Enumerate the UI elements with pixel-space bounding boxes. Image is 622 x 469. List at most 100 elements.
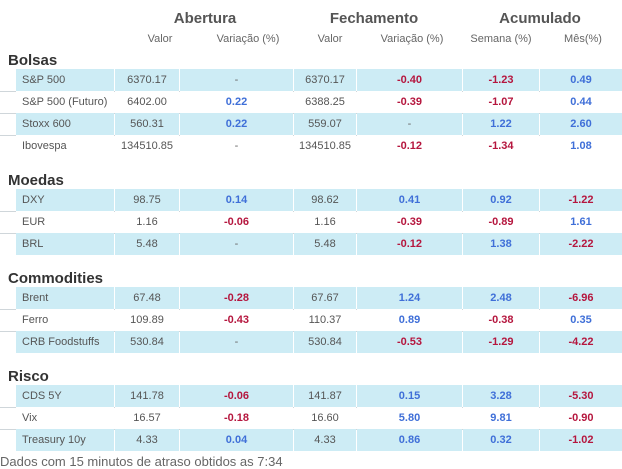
cell-fechamento-valor: 141.87 [294,385,356,407]
cell-semana: 2.48 [463,287,539,309]
col-fechamento-variacao: Variação (%) [380,33,444,45]
table-row: Treasury 10y 4.33 0.04 4.33 0.86 0.32 -1.02 [0,429,622,451]
cell-fechamento-valor: 559.07 [294,113,356,135]
cell-abertura-variacao: -0.43 [180,309,293,331]
cell-abertura-variacao: -0.06 [180,211,293,233]
table-row: Ibovespa 134510.85-134510.85 -0.12 -1.34 1.0… [0,135,622,157]
cell-abertura-valor: 560.31 [115,113,179,135]
table-row: Ferro 109.89 -0.43 110.37 0.89 -0.38 0.35 [0,309,622,332]
cell-abertura-valor: 67.48 [115,287,179,309]
cell-semana: -1.07 [463,91,539,113]
cell-fechamento-variacao: -0.53 [357,331,462,353]
cell-semana: -0.38 [463,309,539,331]
cell-abertura-valor: 6402.00 [115,91,179,113]
cell-instrument: Stoxx 600 [16,113,114,135]
cell-fechamento-valor: 4.33 [294,429,356,451]
cell-semana: -1.29 [463,331,539,353]
cell-abertura-variacao: 0.22 [180,91,293,113]
cell-fechamento-variacao: 0.89 [357,309,462,331]
table-row: Brent 67.48 -0.28 67.67 1.24 2.48 -6.96 [0,287,622,310]
cell-mes: 0.49 [540,69,622,91]
section-title: Risco [8,368,49,385]
cell-fechamento-valor: 530.84 [294,331,356,353]
cell-fechamento-variacao: 0.41 [357,189,462,211]
cell-abertura-variacao: 0.14 [180,189,293,211]
cell-fechamento-variacao: -0.40 [357,69,462,91]
cell-abertura-valor: 6370.17 [115,69,179,91]
cell-semana: 0.92 [463,189,539,211]
cell-abertura-variacao: - [180,233,293,255]
cell-mes: 0.35 [540,309,622,331]
cell-mes: -1.02 [540,429,622,451]
cell-fechamento-variacao: - [357,113,462,135]
cell-fechamento-valor: 5.48 [294,233,356,255]
cell-fechamento-variacao: -0.39 [357,91,462,113]
col-semana: Semana (%) [470,33,532,45]
cell-semana: 3.28 [463,385,539,407]
cell-fechamento-variacao: 1.24 [357,287,462,309]
cell-abertura-valor: 134510.85 [115,135,179,157]
table-row: CRB Foodstuffs 530.84-530.84 -0.53 -1.29 -4.… [0,331,622,353]
cell-mes: -1.22 [540,189,622,211]
cell-mes: 1.08 [540,135,622,157]
cell-instrument: Vix [16,407,114,429]
cell-semana: 0.32 [463,429,539,451]
cell-instrument: DXY [16,189,114,211]
cell-abertura-variacao: -0.18 [180,407,293,429]
cell-mes: 2.60 [540,113,622,135]
col-fechamento-valor: Valor [317,33,343,45]
section-title: Bolsas [8,52,58,69]
cell-fechamento-valor: 134510.85 [294,135,356,157]
cell-fechamento-valor: 6370.17 [294,69,356,91]
section-title: Moedas [8,172,64,189]
cell-instrument: Treasury 10y [16,429,114,451]
cell-instrument: S&P 500 [16,69,114,91]
cell-fechamento-valor: 16.60 [294,407,356,429]
cell-semana: 1.38 [463,233,539,255]
section-title: Commodities [8,270,104,287]
cell-fechamento-variacao: 0.15 [357,385,462,407]
cell-fechamento-variacao: -0.39 [357,211,462,233]
cell-fechamento-valor: 67.67 [294,287,356,309]
cell-mes: 1.61 [540,211,622,233]
cell-abertura-valor: 98.75 [115,189,179,211]
cell-semana: 9.81 [463,407,539,429]
cell-abertura-valor: 16.57 [115,407,179,429]
cell-fechamento-variacao: 0.86 [357,429,462,451]
table-row: CDS 5Y 141.78 -0.06 141.87 0.15 3.28 -5.30 [0,385,622,408]
col-abertura-variacao: Variação (%) [216,33,280,45]
table-row: Vix 16.57 -0.18 16.60 5.80 9.81 -0.90 [0,407,622,430]
cell-fechamento-variacao: 5.80 [357,407,462,429]
cell-abertura-valor: 109.89 [115,309,179,331]
cell-instrument: Ferro [16,309,114,331]
table-row: S&P 500 6370.17-6370.17 -0.40 -1.23 0.49 [0,69,622,92]
cell-semana: -0.89 [463,211,539,233]
cell-instrument: CDS 5Y [16,385,114,407]
cell-mes: -6.96 [540,287,622,309]
col-abertura-valor: Valor [147,33,173,45]
cell-semana: -1.23 [463,69,539,91]
cell-abertura-valor: 530.84 [115,331,179,353]
cell-fechamento-valor: 6388.25 [294,91,356,113]
cell-fechamento-valor: 98.62 [294,189,356,211]
cell-abertura-variacao: -0.28 [180,287,293,309]
cell-fechamento-valor: 1.16 [294,211,356,233]
cell-mes: -2.22 [540,233,622,255]
cell-abertura-variacao: - [180,135,293,157]
cell-abertura-valor: 5.48 [115,233,179,255]
table-row: DXY 98.75 0.14 98.62 0.41 0.92 -1.22 [0,189,622,212]
header-abertura: Abertura [173,10,237,27]
table-row: EUR 1.16 -0.06 1.16 -0.39 -0.89 1.61 [0,211,622,234]
cell-instrument: Brent [16,287,114,309]
header-fechamento: Fechamento [329,10,419,27]
footer-note: Dados com 15 minutos de atraso obtidos a… [0,454,283,469]
cell-fechamento-valor: 110.37 [294,309,356,331]
table-row: S&P 500 (Futuro) 6402.00 0.22 6388.25 -0.39-… [0,91,622,114]
cell-abertura-variacao: - [180,331,293,353]
cell-mes: -4.22 [540,331,622,353]
cell-abertura-variacao: - [180,69,293,91]
cell-instrument: BRL [16,233,114,255]
cell-instrument: S&P 500 (Futuro) [16,91,114,113]
cell-abertura-valor: 141.78 [115,385,179,407]
cell-fechamento-variacao: -0.12 [357,135,462,157]
